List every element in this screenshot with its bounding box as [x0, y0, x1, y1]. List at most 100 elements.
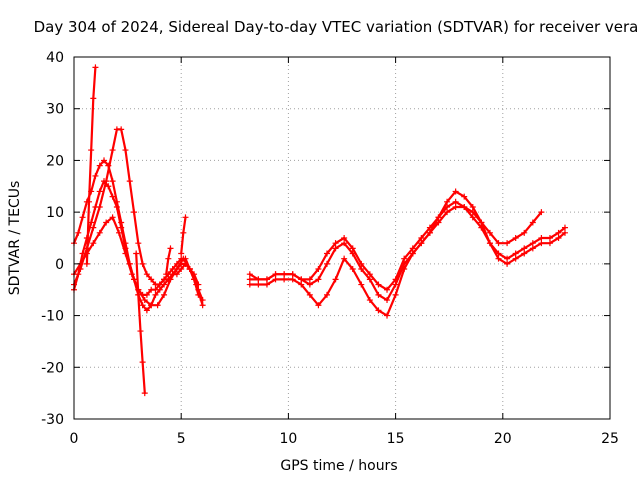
data-point — [126, 178, 133, 185]
data-point — [478, 219, 485, 226]
data-point — [96, 203, 103, 210]
data-point — [444, 209, 451, 216]
data-point — [131, 209, 138, 216]
data-point — [193, 281, 200, 288]
data-series — [71, 64, 568, 397]
data-point — [90, 224, 97, 231]
data-point — [538, 235, 545, 241]
data-point — [133, 250, 140, 257]
data-point — [444, 198, 451, 205]
data-point — [512, 255, 519, 262]
data-point — [156, 281, 163, 288]
data-point — [375, 307, 382, 314]
data-point — [96, 188, 103, 195]
data-point — [263, 281, 270, 288]
data-point — [349, 250, 356, 257]
series-line — [248, 190, 567, 291]
data-point — [156, 286, 163, 293]
data-point — [366, 297, 373, 304]
x-tick-label: 10 — [279, 431, 297, 447]
data-point — [538, 240, 545, 247]
data-point — [401, 260, 408, 267]
data-point — [281, 276, 288, 283]
data-point — [392, 291, 399, 298]
data-point — [255, 276, 262, 283]
data-point — [143, 291, 150, 298]
data-point — [504, 255, 511, 262]
chart-title: Day 304 of 2024, Sidereal Day-to-day VTE… — [34, 18, 639, 36]
data-point — [92, 64, 99, 71]
data-point — [289, 276, 296, 283]
data-point — [83, 260, 90, 267]
data-point — [116, 229, 123, 236]
data-point — [109, 214, 116, 221]
data-point — [122, 240, 129, 247]
data-point — [281, 271, 288, 278]
data-point — [306, 276, 313, 283]
data-point — [255, 281, 262, 288]
data-point — [461, 193, 468, 200]
data-point — [341, 235, 348, 241]
data-point — [113, 198, 120, 205]
data-point — [103, 219, 110, 226]
data-point — [341, 240, 348, 247]
data-point — [512, 250, 519, 257]
y-tick-label: 10 — [46, 205, 64, 221]
data-point — [88, 147, 95, 154]
series-spike-1 — [83, 64, 99, 267]
data-point — [495, 255, 502, 262]
data-point — [135, 291, 142, 298]
data-point — [246, 281, 253, 288]
data-point — [384, 286, 391, 293]
x-tick-label: 25 — [601, 431, 619, 447]
data-point — [529, 245, 536, 252]
data-point — [426, 229, 433, 236]
data-point — [315, 266, 322, 273]
y-axis-label: SDTVAR / TECUs — [7, 181, 23, 296]
data-point — [103, 178, 110, 185]
data-point — [315, 276, 322, 283]
data-point — [349, 245, 356, 252]
data-point — [161, 291, 168, 298]
data-point — [546, 240, 553, 247]
data-point — [139, 359, 146, 366]
data-point — [122, 147, 129, 154]
data-point — [109, 147, 116, 154]
data-point — [409, 250, 416, 257]
data-point — [358, 281, 365, 288]
data-point — [173, 266, 180, 273]
data-point — [392, 281, 399, 288]
data-point — [546, 235, 553, 241]
x-tick-label: 15 — [387, 431, 405, 447]
data-point — [178, 250, 185, 257]
data-point — [538, 209, 545, 216]
data-point — [315, 302, 322, 309]
data-point — [495, 240, 502, 247]
data-point — [384, 297, 391, 304]
data-point — [366, 271, 373, 278]
data-point — [521, 229, 528, 236]
data-point — [163, 271, 170, 278]
data-point — [118, 126, 125, 133]
data-point — [341, 255, 348, 262]
data-point — [143, 307, 150, 314]
data-point — [504, 240, 511, 247]
data-point — [122, 250, 129, 257]
data-point — [167, 276, 174, 283]
data-point — [323, 291, 330, 298]
data-point — [521, 250, 528, 257]
data-point — [409, 245, 416, 252]
data-point — [306, 281, 313, 288]
series-spike-3 — [163, 245, 174, 278]
data-point — [186, 266, 193, 273]
data-point — [105, 183, 112, 190]
y-tick-label: -20 — [41, 360, 64, 376]
y-tick-label: 40 — [46, 50, 64, 66]
data-point — [298, 276, 305, 283]
data-point — [349, 266, 356, 273]
data-point — [96, 229, 103, 236]
data-point — [139, 260, 146, 267]
data-point — [358, 266, 365, 273]
data-point — [486, 229, 493, 236]
data-point — [435, 214, 442, 221]
